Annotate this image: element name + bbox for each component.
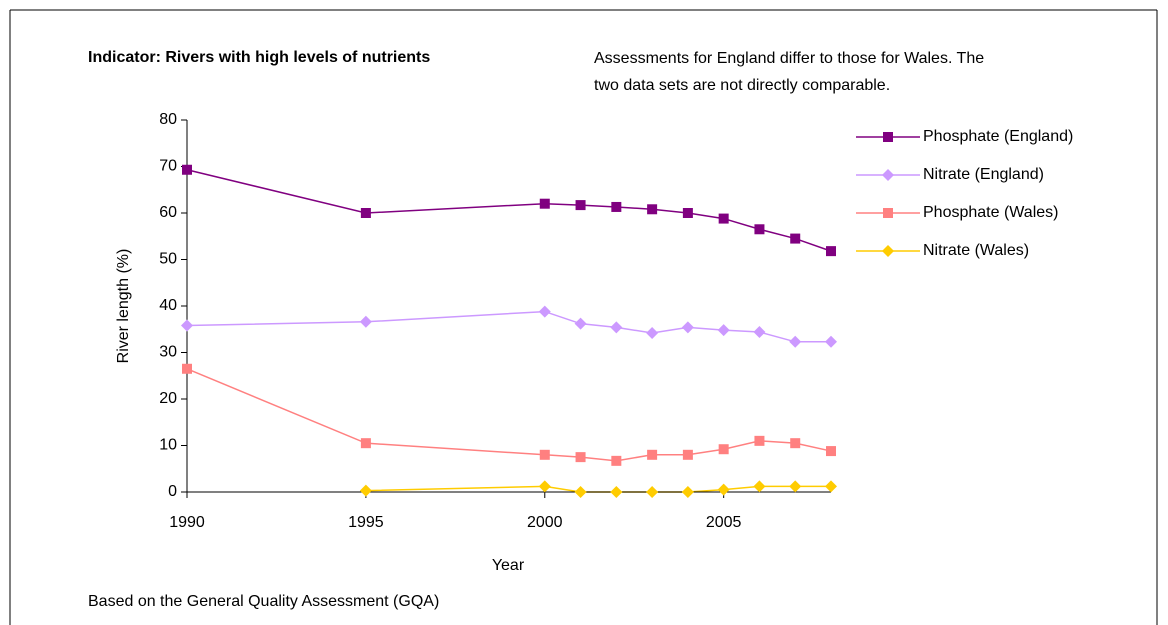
data-point [181,319,193,332]
data-point [790,233,801,244]
data-point [754,224,765,235]
y-tick-label: 0 [168,483,177,500]
data-point [574,317,587,330]
legend-marker [882,245,894,257]
data-point [717,483,730,496]
data-point [789,480,802,493]
data-point [538,480,551,493]
data-point [539,198,550,209]
footnote: Based on the General Quality Assessment … [88,593,439,610]
data-point [610,486,623,498]
series-line [186,368,832,462]
data-point [611,455,622,466]
data-point [826,246,836,257]
data-point [360,208,371,218]
legend-marker [883,132,893,142]
data-point [575,200,586,211]
y-tick-label: 40 [159,297,177,314]
data-point [718,444,729,455]
annotation: Assessments for England differ to those … [594,50,985,94]
data-point [182,164,192,175]
y-tick-label: 80 [159,111,177,128]
data-point [682,208,693,218]
data-point [646,326,659,339]
data-point [610,321,623,334]
data-point [825,480,837,493]
legend-label: Nitrate (England) [923,166,1044,183]
data-point [789,335,802,348]
data-point [826,446,836,457]
data-point [359,315,372,328]
data-point [360,438,371,449]
data-point [574,486,587,498]
legend-label: Nitrate (Wales) [923,242,1029,259]
y-axis-label: River length (%) [115,249,132,364]
data-point [647,204,658,215]
data-point [682,449,693,460]
y-tick-label: 60 [159,204,177,221]
data-point [717,324,730,337]
data-point [825,335,837,348]
y-tick-label: 20 [159,390,177,407]
x-axis-label: Year [492,557,525,574]
data-point [646,486,659,498]
data-point [575,452,586,463]
y-tick-label: 50 [159,251,177,268]
chart-title: Indicator: Rivers with high levels of nu… [88,49,430,66]
x-tick-label: 1990 [169,514,205,531]
legend-marker [882,169,894,181]
data-point [790,438,801,449]
y-tick-label: 70 [159,158,177,175]
y-tick-label: 10 [159,437,177,454]
legend-label: Phosphate (Wales) [923,204,1058,221]
series-line [186,169,832,252]
data-point [681,321,694,334]
x-tick-label: 2000 [527,514,563,531]
x-tick-label: 1995 [348,514,384,531]
data-point [538,305,551,318]
legend-marker [883,208,893,218]
x-tick-label: 2005 [706,514,742,531]
data-point [647,449,658,460]
data-point [681,486,694,498]
data-point [753,326,766,339]
data-point [611,201,622,212]
data-point [359,484,372,497]
legend-label: Phosphate (England) [923,128,1073,145]
data-point [182,363,192,374]
data-point [753,480,766,493]
series-line [186,310,831,343]
data-point [539,449,550,460]
y-tick-label: 30 [159,344,177,361]
data-point [718,213,729,224]
data-point [754,435,765,446]
